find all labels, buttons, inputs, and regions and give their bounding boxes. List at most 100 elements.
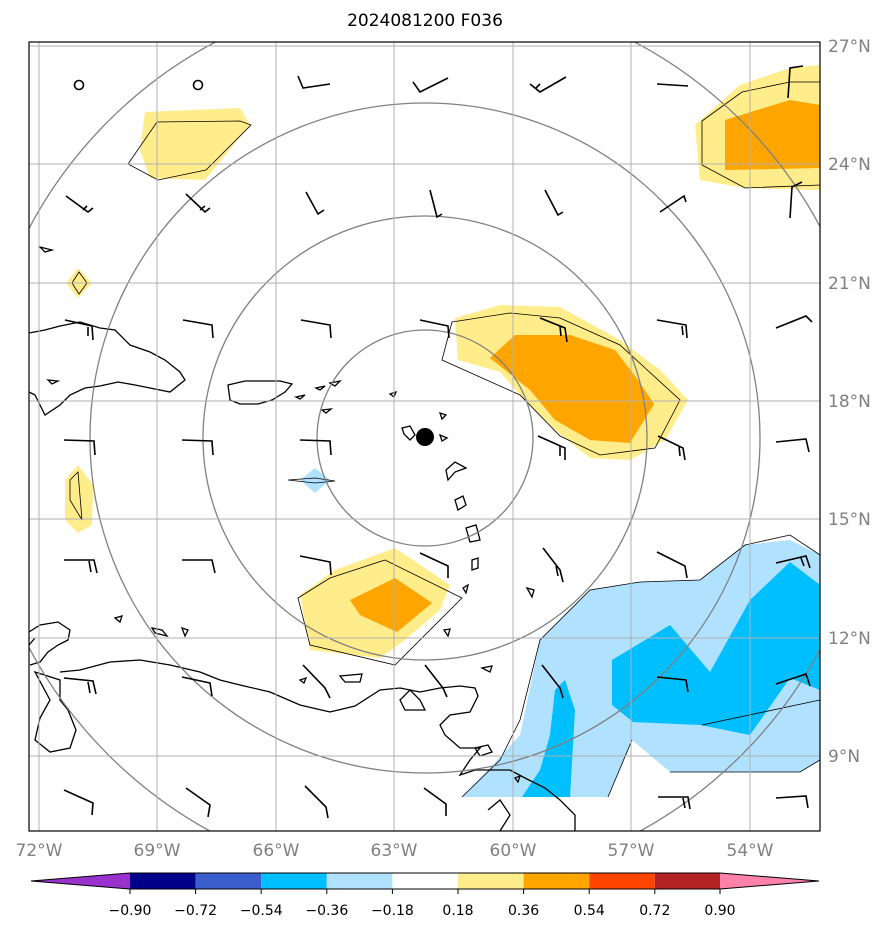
wind-barb xyxy=(304,785,329,819)
lon-tick-label: 72°W xyxy=(16,841,63,861)
wind-barb xyxy=(544,189,564,217)
latitude-labels: 27°N 24°N 21°N 18°N 15°N 12°N 9°N xyxy=(828,37,871,767)
anomaly-blue-se-2 xyxy=(522,680,575,797)
lon-tick-label: 57°W xyxy=(608,841,655,861)
wind-barb xyxy=(65,195,94,214)
wind-barb xyxy=(775,315,813,329)
wind-barb xyxy=(657,435,686,461)
wind-barb xyxy=(419,319,450,339)
colorbar-tick-label: −0.54 xyxy=(240,903,283,919)
colorbar-tick-label: 0.90 xyxy=(704,903,735,919)
wind-barb xyxy=(63,677,97,695)
map-frame xyxy=(28,41,821,832)
negative-anomaly-shading xyxy=(300,468,820,797)
wind-barb xyxy=(775,672,811,687)
coastlines xyxy=(29,245,576,831)
small-island-1 xyxy=(294,394,306,400)
lon-tick-label: 63°W xyxy=(371,841,418,861)
anomaly-lightblue-small xyxy=(300,468,330,493)
paraguana-coast xyxy=(33,670,77,753)
lat-tick-label: 24°N xyxy=(828,155,871,175)
margarita-coast xyxy=(338,673,363,683)
curacao-coast xyxy=(399,689,427,711)
wind-barb xyxy=(656,319,688,339)
colorbar-tick-label: −0.90 xyxy=(109,903,152,919)
wind-barb xyxy=(539,317,568,343)
wind-barb xyxy=(775,555,811,569)
wind-barbs xyxy=(63,65,813,819)
small-island-7 xyxy=(438,433,449,442)
wind-barb xyxy=(297,75,331,89)
wind-barb xyxy=(302,664,331,699)
lat-tick-label: 9°N xyxy=(828,747,860,767)
range-rings xyxy=(29,42,820,831)
wind-barb xyxy=(181,439,214,456)
barbados-coast xyxy=(525,586,535,599)
anomaly-orange-ne xyxy=(725,100,820,170)
colorbar-tick-label: −0.18 xyxy=(371,903,414,919)
colorbar-segment xyxy=(720,873,819,889)
wind-barb xyxy=(424,664,448,698)
small-island-5 xyxy=(388,390,398,399)
grenadines-coast xyxy=(462,583,470,595)
wind-barb xyxy=(659,194,687,213)
puerto-rico-coast xyxy=(227,380,294,405)
contour-lines xyxy=(69,81,820,798)
colorbar-tick-label: 0.18 xyxy=(442,903,473,919)
wind-barb xyxy=(412,77,449,94)
anomaly-orange-center xyxy=(490,335,654,443)
wind-barb xyxy=(63,439,96,456)
colorbar-segment xyxy=(458,873,524,889)
lon-tick-label: 69°W xyxy=(134,841,181,861)
venezuela-coast xyxy=(29,621,576,831)
colorbar-tick-label: 0.54 xyxy=(574,903,605,919)
martinique-coast xyxy=(454,495,467,512)
small-island-13 xyxy=(298,676,308,685)
lat-tick-label: 18°N xyxy=(828,392,871,412)
wind-barb xyxy=(299,439,332,456)
colorbar-segment xyxy=(195,873,262,889)
anomaly-yellow-west-2 xyxy=(65,465,93,533)
calm-wind-marker xyxy=(192,79,204,91)
small-island-6 xyxy=(438,411,448,421)
range-ring-3 xyxy=(89,102,761,774)
colorbar-segment xyxy=(31,873,130,889)
wind-barb xyxy=(658,796,691,810)
anomaly-blue-se xyxy=(612,562,820,735)
range-ring-1 xyxy=(316,329,534,547)
wind-barb xyxy=(63,789,94,816)
tobago-coast xyxy=(513,774,522,784)
lat-tick-label: 27°N xyxy=(828,37,871,57)
trinidad-coast xyxy=(473,665,493,757)
colorbar: −0.90 −0.72 −0.54 −0.36 −0.18 0.18 0.36 … xyxy=(30,872,820,919)
anomaly-yellow-nw xyxy=(140,108,250,180)
wind-barb xyxy=(64,559,98,574)
small-island-11 xyxy=(37,245,55,253)
lat-tick-label: 15°N xyxy=(828,510,871,530)
wind-barb xyxy=(300,319,332,339)
wind-barb xyxy=(305,191,325,216)
grenada-coast xyxy=(442,628,451,638)
map-title: 2024081200 F036 xyxy=(347,11,503,31)
range-ring-2 xyxy=(202,215,648,661)
wind-barb xyxy=(542,547,564,583)
small-island-8 xyxy=(113,615,124,624)
wind-barb xyxy=(423,787,447,816)
colorbar-segment xyxy=(523,873,590,889)
wind-barb xyxy=(529,76,567,93)
hispaniola-coast xyxy=(29,321,186,416)
wind-barb xyxy=(656,83,689,87)
aruba-coast xyxy=(29,637,36,646)
colorbar-tick-label: 0.72 xyxy=(639,903,670,919)
map-area xyxy=(29,42,820,831)
wind-barb xyxy=(185,787,211,818)
small-island-4 xyxy=(320,408,334,414)
wind-barb xyxy=(775,795,809,809)
lon-tick-label: 60°W xyxy=(490,841,537,861)
small-island-3 xyxy=(328,379,342,387)
wind-barb xyxy=(64,319,94,341)
guyana-coast xyxy=(487,799,511,831)
calm-wind-marker xyxy=(73,79,85,91)
wind-barb xyxy=(787,65,804,99)
wind-barb xyxy=(181,676,213,697)
